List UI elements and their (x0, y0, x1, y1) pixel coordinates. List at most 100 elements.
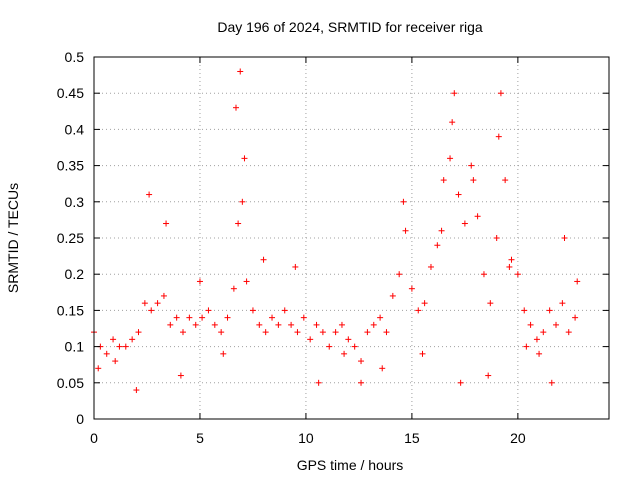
data-point (224, 314, 231, 321)
data-point (307, 336, 314, 343)
y-tick-label: 0.5 (65, 49, 85, 65)
data-point (495, 133, 502, 140)
y-axis-label: SRMTID / TECUs (5, 183, 21, 293)
data-point (230, 285, 237, 292)
data-point (383, 329, 390, 336)
data-point (249, 307, 256, 314)
data-point (241, 155, 248, 162)
data-point (243, 278, 250, 285)
data-point (561, 235, 568, 241)
axis-ticks: 0 0.05 0.1 0.15 0.2 0.25 0.3 0.35 0.4 0.45 0.5 0 5 10… (57, 49, 609, 446)
data-point (292, 263, 299, 270)
data-point (141, 300, 148, 307)
data-point (574, 278, 581, 285)
data-point (313, 321, 320, 328)
data-point (332, 329, 339, 336)
data-point (199, 314, 206, 321)
y-tick-label: 0 (76, 411, 84, 427)
data-point (239, 198, 246, 205)
data-point (269, 314, 276, 321)
data-point (402, 227, 409, 234)
y-tick-label: 0.05 (57, 375, 84, 391)
data-point (345, 336, 352, 343)
grid-lines (94, 57, 609, 419)
data-point (474, 213, 481, 220)
data-point (468, 162, 475, 169)
data-point (540, 329, 547, 336)
data-point (275, 321, 282, 328)
data-point (351, 343, 358, 350)
data-point (262, 329, 269, 336)
data-point (370, 321, 377, 328)
data-point (457, 379, 464, 386)
data-point (186, 314, 193, 321)
x-tick-label: 5 (196, 430, 204, 446)
data-point (281, 307, 288, 314)
data-point (288, 321, 295, 328)
data-point (220, 350, 227, 357)
data-point (533, 336, 540, 343)
data-point (523, 343, 530, 350)
data-point (154, 300, 161, 307)
data-point (389, 292, 396, 299)
data-point (163, 220, 170, 227)
x-axis-label: GPS time / hours (297, 457, 404, 473)
data-point (455, 191, 462, 198)
data-point (235, 220, 242, 227)
data-point (326, 343, 333, 350)
y-tick-label: 0.45 (57, 85, 84, 101)
data-point (421, 300, 428, 307)
data-point (400, 198, 407, 205)
data-point (358, 379, 365, 386)
data-point (449, 119, 456, 126)
data-point (338, 321, 345, 328)
data-point (315, 379, 322, 386)
data-point (341, 350, 348, 357)
data-point (493, 235, 500, 241)
data-point (559, 300, 566, 307)
data-point (536, 350, 543, 357)
data-point (177, 372, 184, 379)
data-point (173, 314, 180, 321)
data-point (502, 177, 509, 184)
y-tick-label: 0.2 (65, 266, 85, 282)
data-point (487, 300, 494, 307)
data-point (167, 321, 174, 328)
data-point (485, 372, 492, 379)
data-point (110, 336, 117, 343)
data-point (438, 227, 445, 234)
data-point (232, 104, 239, 111)
data-point (565, 329, 572, 336)
y-tick-label: 0.4 (65, 121, 85, 137)
data-point (319, 329, 326, 336)
data-point (148, 307, 155, 314)
data-point (260, 256, 267, 263)
data-point (180, 329, 187, 336)
data-point (95, 365, 102, 372)
data-point (205, 307, 212, 314)
data-point (218, 329, 225, 336)
data-point (135, 329, 142, 336)
data-point (415, 307, 422, 314)
x-tick-label: 20 (510, 430, 526, 446)
data-point (192, 321, 199, 328)
data-point (553, 321, 560, 328)
data-point (146, 191, 153, 198)
data-point (508, 256, 515, 263)
x-tick-label: 15 (404, 430, 420, 446)
data-point (396, 271, 403, 278)
data-point (364, 329, 371, 336)
data-point (546, 307, 553, 314)
data-point (514, 271, 521, 278)
data-point (300, 314, 307, 321)
data-point (129, 336, 136, 343)
data-point (572, 314, 579, 321)
data-point (122, 343, 129, 350)
data-point (440, 177, 447, 184)
data-point (377, 314, 384, 321)
data-point (548, 379, 555, 386)
data-point (506, 263, 513, 270)
y-tick-label: 0.25 (57, 230, 84, 246)
data-point (294, 329, 301, 336)
